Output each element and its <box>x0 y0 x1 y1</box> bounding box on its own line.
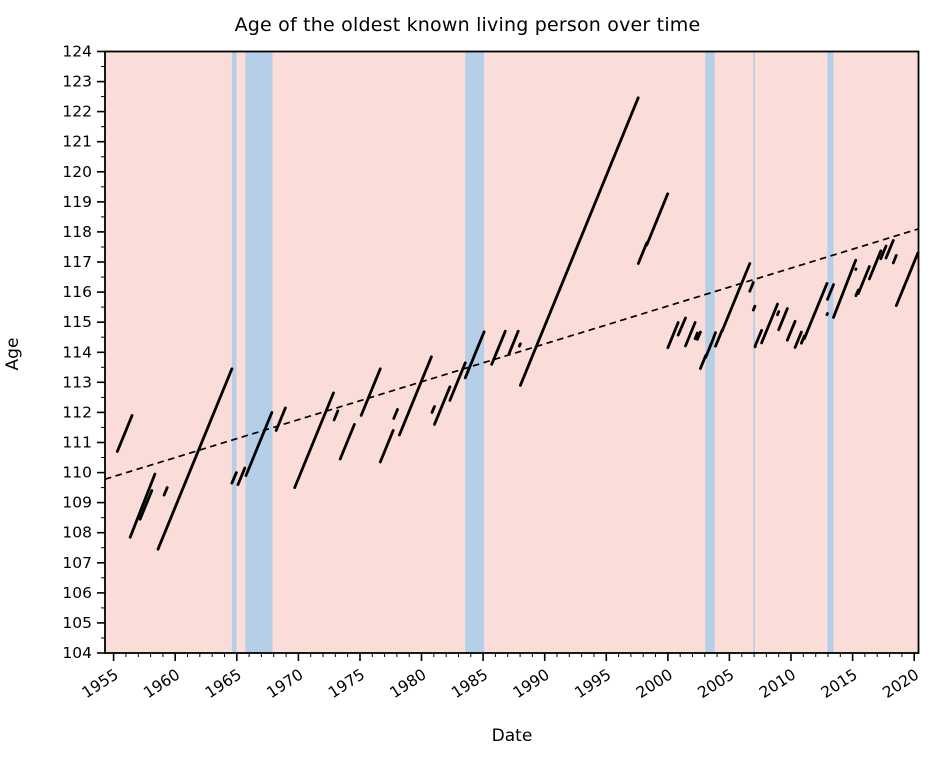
x-tick-label: 2000 <box>633 665 676 702</box>
person-segment <box>826 283 835 301</box>
x-tick-label: 2010 <box>756 665 799 702</box>
person-segment <box>785 319 797 342</box>
person-segment <box>684 321 697 348</box>
x-tick-label: 1975 <box>325 665 368 702</box>
x-tick-label: 2015 <box>818 665 861 702</box>
person-segment <box>753 328 763 348</box>
person-segment <box>115 413 134 453</box>
person-segment <box>230 471 238 485</box>
y-tick-label: 106 <box>62 584 92 602</box>
y-tick-label: 112 <box>62 403 92 421</box>
person-segment <box>825 312 829 317</box>
person-segment <box>138 489 154 521</box>
person-segment <box>832 258 858 319</box>
person-segment <box>693 331 699 341</box>
x-tick-label: 1970 <box>264 665 307 702</box>
y-tick-label: 117 <box>62 253 92 271</box>
male-period-band <box>245 51 273 653</box>
person-segment <box>397 355 433 437</box>
person-segment <box>448 361 467 402</box>
person-segment <box>244 410 274 478</box>
x-tick-label: 1960 <box>140 665 183 702</box>
x-tick-label: 1995 <box>571 665 614 702</box>
person-segment <box>720 262 752 333</box>
person-segment <box>894 251 920 308</box>
person-segment <box>793 330 803 349</box>
person-segment <box>776 310 781 317</box>
person-segment <box>696 330 702 341</box>
person-segment <box>519 96 640 387</box>
y-tick-label: 107 <box>62 554 92 572</box>
y-tick-label: 114 <box>62 343 92 361</box>
male-period-band <box>231 51 237 653</box>
y-tick-label: 104 <box>62 644 92 662</box>
male-period-band <box>827 51 834 653</box>
person-segment <box>359 367 382 417</box>
person-segment <box>645 192 670 247</box>
y-tick-label: 121 <box>62 133 92 151</box>
male-period-band <box>753 51 755 653</box>
person-segment <box>891 253 898 265</box>
person-segment <box>156 367 234 551</box>
x-tick-label: 2005 <box>695 665 738 702</box>
person-segment <box>879 244 888 261</box>
person-segment <box>518 342 522 348</box>
person-segment <box>666 321 680 350</box>
y-tick-label: 105 <box>62 614 92 632</box>
person-segment <box>884 238 895 260</box>
person-segment <box>760 302 779 345</box>
person-segment <box>463 330 486 380</box>
x-tick-label: 1990 <box>510 665 553 702</box>
y-tick-label: 118 <box>62 223 92 241</box>
x-axis-label: Date <box>491 726 533 746</box>
x-tick-label: 1955 <box>79 665 122 702</box>
person-segment <box>868 249 883 281</box>
y-tick-label: 108 <box>62 524 92 542</box>
person-segment <box>430 404 436 414</box>
male-period-band <box>705 51 715 653</box>
person-segment <box>378 428 395 464</box>
person-segment <box>236 466 247 487</box>
person-segment <box>433 385 452 426</box>
person-segment <box>392 407 399 420</box>
person-segment <box>676 316 687 337</box>
y-tick-label: 124 <box>62 43 92 61</box>
person-segment <box>636 241 649 265</box>
y-tick-label: 115 <box>62 313 92 331</box>
x-tick-label: 1965 <box>202 665 245 702</box>
y-tick-label: 111 <box>62 434 92 452</box>
person-segment <box>332 409 340 422</box>
person-segment <box>490 329 507 366</box>
person-segment <box>128 472 157 539</box>
trend-line <box>104 228 919 481</box>
person-segment <box>293 391 335 490</box>
y-tick-label: 123 <box>62 73 92 91</box>
person-segment <box>338 422 356 461</box>
person-segment <box>274 406 287 432</box>
y-tick-label: 122 <box>62 103 92 121</box>
y-tick-label: 120 <box>62 163 92 181</box>
person-segment <box>748 281 755 293</box>
person-segment <box>751 304 757 312</box>
x-tick-label: 1985 <box>448 665 491 702</box>
person-segment <box>802 281 829 341</box>
person-segment <box>507 329 520 356</box>
person-segment <box>712 331 717 339</box>
person-segment <box>714 328 724 348</box>
y-tick-label: 119 <box>62 193 92 211</box>
person-segment <box>856 265 871 296</box>
person-segment <box>162 486 169 497</box>
y-tick-label: 116 <box>62 283 92 301</box>
plot-area <box>105 51 919 653</box>
x-tick-label: 1980 <box>387 665 430 702</box>
y-tick-label: 113 <box>62 373 92 391</box>
x-tick-label: 2020 <box>879 665 922 702</box>
chart-title: Age of the oldest known living person ov… <box>234 14 701 36</box>
person-segment <box>777 307 789 332</box>
y-tick-label: 109 <box>62 494 92 512</box>
y-tick-label: 110 <box>62 464 92 482</box>
person-segment <box>704 335 716 359</box>
